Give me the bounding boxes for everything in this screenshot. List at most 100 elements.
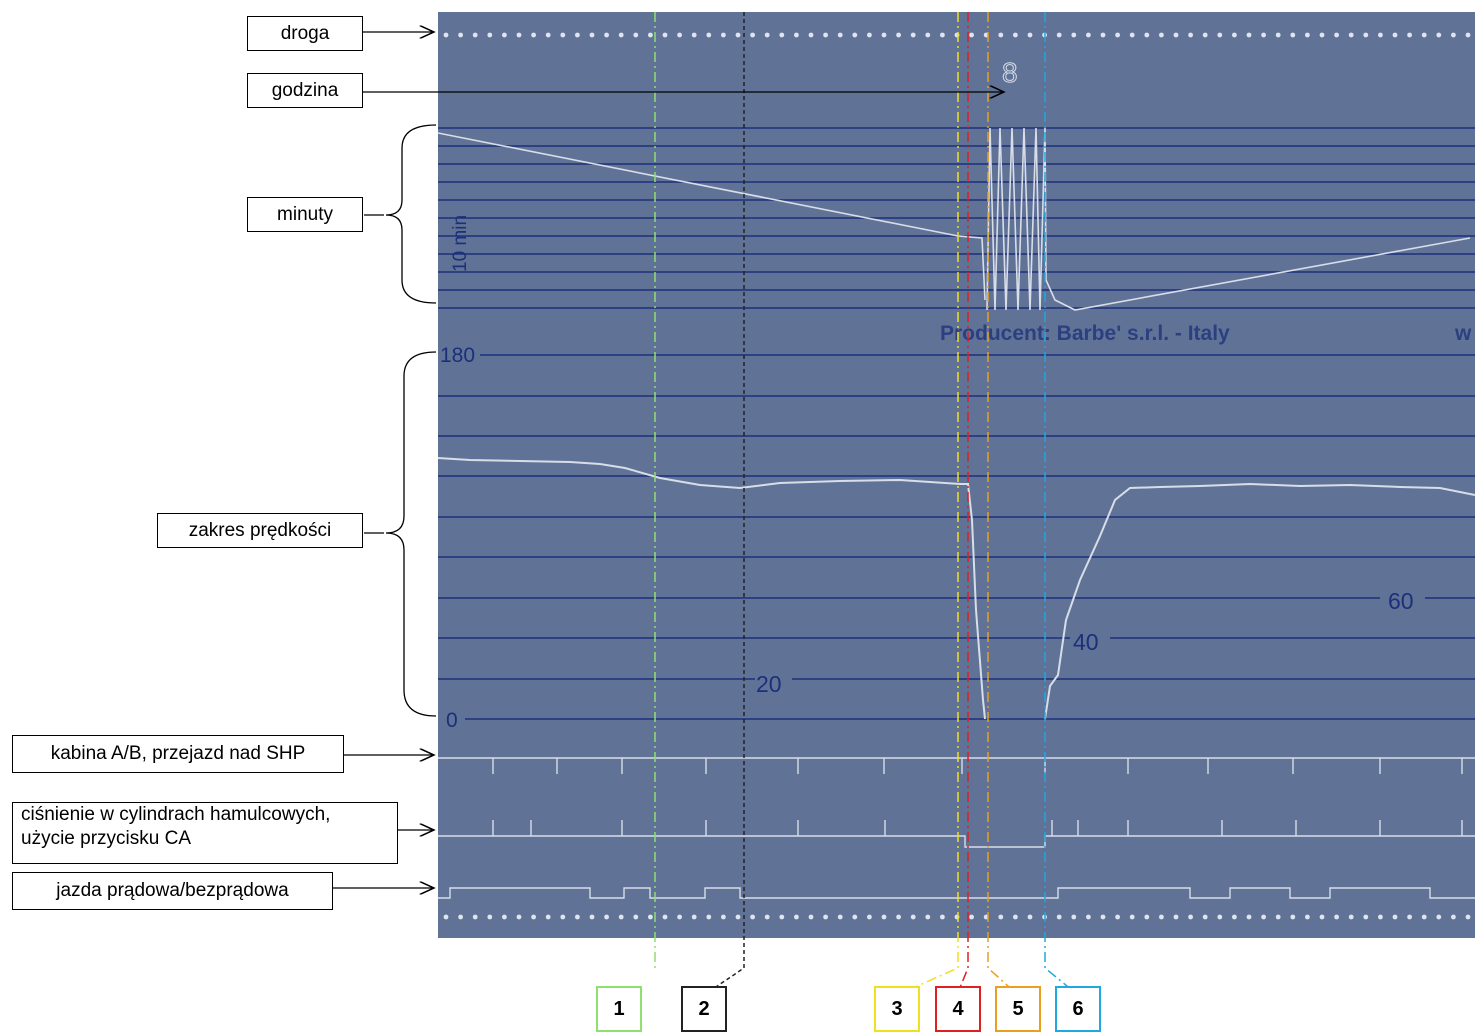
marker-box-5: 5: [995, 986, 1041, 1032]
perforation-mark: [1013, 32, 1018, 38]
perforation-mark: [794, 32, 799, 38]
perforation-mark: [1144, 914, 1150, 920]
perforation-mark: [545, 914, 551, 920]
perforation-mark: [1363, 32, 1369, 38]
perforation-mark: [1451, 32, 1456, 38]
perforation-mark: [648, 914, 653, 920]
perforation-mark: [1056, 32, 1062, 38]
perforation-mark: [531, 914, 536, 920]
perforation-mark: [881, 32, 887, 38]
perforation-mark: [808, 914, 814, 920]
perforation-mark: [604, 914, 609, 920]
perforation-mark: [1129, 914, 1135, 920]
perforation-mark: [1232, 32, 1237, 38]
label-droga: droga: [247, 16, 363, 51]
label-connectors: [333, 32, 1004, 888]
distance-perforation-bottom: [443, 914, 1471, 920]
perforation-mark: [925, 32, 931, 38]
perforation-mark: [1421, 32, 1427, 38]
perforation-mark: [1202, 914, 1208, 920]
perforation-mark: [662, 914, 668, 920]
perforation-mark: [575, 32, 580, 38]
perforation-mark: [1013, 914, 1018, 920]
perforation-mark: [1261, 914, 1266, 920]
label-cisnienie-line1: ciśnienie w cylindrach hamulcowych,: [21, 804, 331, 825]
perforation-mark: [472, 914, 478, 920]
label-jazda: jazda prądowa/bezprądowa: [12, 872, 333, 910]
perforation-mark: [1144, 32, 1150, 38]
perforation-mark: [1115, 32, 1120, 38]
perforation-mark: [1115, 914, 1120, 920]
perforation-mark: [1129, 32, 1135, 38]
label-godzina: godzina: [247, 73, 363, 108]
minute-unit-label: 10 min: [450, 215, 471, 272]
perforation-mark: [721, 32, 726, 38]
perforation-mark: [837, 914, 843, 920]
perforation-mark: [1305, 914, 1310, 920]
perforation-mark: [998, 32, 1004, 38]
perforation-mark: [925, 914, 931, 920]
marker-box-4: 4: [935, 986, 981, 1032]
perforation-mark: [691, 914, 697, 920]
perforation-mark: [750, 914, 755, 920]
perforation-mark: [502, 32, 507, 38]
perforation-mark: [648, 32, 653, 38]
perforation-mark: [633, 914, 639, 920]
perforation-mark: [735, 914, 741, 920]
perforation-mark: [852, 32, 858, 38]
perforation-mark: [1159, 32, 1164, 38]
perforation-mark: [998, 914, 1004, 920]
perforation-mark: [823, 32, 828, 38]
perforation-mark: [1305, 32, 1310, 38]
perforation-mark: [867, 914, 872, 920]
perforation-mark: [823, 914, 828, 920]
perforation-mark: [1392, 914, 1398, 920]
perforation-mark: [545, 32, 551, 38]
marker-box-2: 2: [681, 986, 727, 1032]
perforation-mark: [1202, 32, 1208, 38]
perforation-mark: [779, 32, 785, 38]
perforation-mark: [1319, 32, 1325, 38]
perforation-mark: [443, 32, 449, 38]
perforation-mark: [1465, 32, 1471, 38]
speed-180-label: 180: [440, 344, 475, 367]
perforation-mark: [881, 914, 887, 920]
hour-digit: 8: [1002, 57, 1018, 88]
distance-60-label: 60: [1388, 588, 1414, 614]
perforation-mark: [1348, 32, 1354, 38]
label-cisnienie-line2: użycie przycisku CA: [21, 827, 191, 849]
perforation-mark: [1217, 32, 1223, 38]
perforation-mark: [443, 914, 449, 920]
label-kabina: kabina A/B, przejazd nad SHP: [12, 735, 344, 773]
perforation-mark: [589, 32, 595, 38]
minute-trace: [437, 127, 1471, 311]
perforation-mark: [1086, 914, 1091, 920]
perforation-mark: [1451, 914, 1456, 920]
perforation-mark: [604, 32, 609, 38]
perforation-mark: [750, 32, 755, 38]
producer-text-tail: w: [1454, 322, 1472, 345]
perforation-mark: [677, 32, 682, 38]
perforation-mark: [910, 32, 916, 38]
perforation-mark: [487, 32, 493, 38]
perforation-mark: [458, 914, 463, 920]
perforation-mark: [1392, 32, 1398, 38]
marker-box-1: 1: [596, 986, 642, 1032]
perforation-mark: [531, 32, 536, 38]
marker-box-6: 6: [1055, 986, 1101, 1032]
perforation-mark: [1290, 914, 1296, 920]
perforation-mark: [1027, 914, 1033, 920]
perforation-mark: [969, 914, 974, 920]
speed-0-label: 0: [446, 709, 458, 732]
perforation-mark: [1261, 32, 1266, 38]
perforation-mark: [1275, 32, 1281, 38]
perforation-mark: [1436, 914, 1442, 920]
perforation-mark: [896, 32, 901, 38]
perforation-mark: [721, 914, 726, 920]
perforation-mark: [1407, 32, 1412, 38]
perforation-mark: [575, 914, 580, 920]
perforation-mark: [502, 914, 507, 920]
perforation-mark: [940, 32, 945, 38]
perforation-mark: [940, 914, 945, 920]
perforation-mark: [1232, 914, 1237, 920]
